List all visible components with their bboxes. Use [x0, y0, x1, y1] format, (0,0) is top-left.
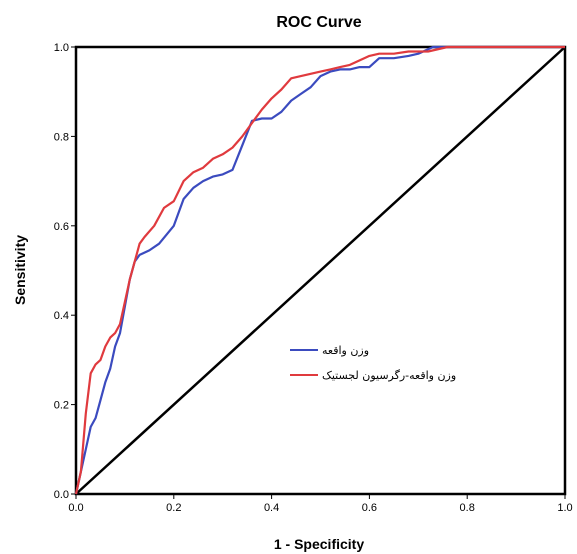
legend: وزن واقعه وزن واقعه-رگرسیون لجستیک: [290, 344, 456, 382]
y-axis-ticks: 0.0 0.2 0.4 0.6 0.8 1.0: [54, 42, 76, 501]
y-tick-label: 0.8: [54, 131, 69, 143]
y-tick-label: 1.0: [54, 42, 69, 54]
y-tick-label: 0.0: [54, 489, 69, 501]
x-tick-label: 0.4: [264, 502, 279, 514]
x-tick-label: 0.6: [362, 502, 377, 514]
plot-frame: [74, 45, 567, 496]
x-axis-ticks: 0.0 0.2 0.4 0.6 0.8 1.0: [68, 494, 573, 514]
x-tick-label: 0.8: [460, 502, 475, 514]
legend-label-series-2: وزن واقعه-رگرسیون لجستیک: [322, 369, 456, 382]
chart-title: ROC Curve: [276, 14, 361, 31]
y-tick-label: 0.2: [54, 400, 69, 412]
x-tick-label: 0.2: [166, 502, 181, 514]
legend-label-series-1: وزن واقعه: [322, 344, 369, 357]
x-tick-label: 1.0: [557, 502, 572, 514]
reference-diagonal-line: [75, 46, 566, 495]
y-tick-label: 0.6: [54, 221, 69, 233]
series-line-1: [74, 45, 565, 495]
plot-border: [74, 45, 567, 496]
y-axis-label: Sensitivity: [12, 235, 28, 305]
series-layer: [74, 45, 566, 495]
x-axis-label: 1 - Specificity: [274, 536, 364, 552]
x-tick-label: 0.0: [68, 502, 83, 514]
series-line-2: [74, 45, 565, 495]
y-tick-label: 0.4: [54, 310, 69, 322]
